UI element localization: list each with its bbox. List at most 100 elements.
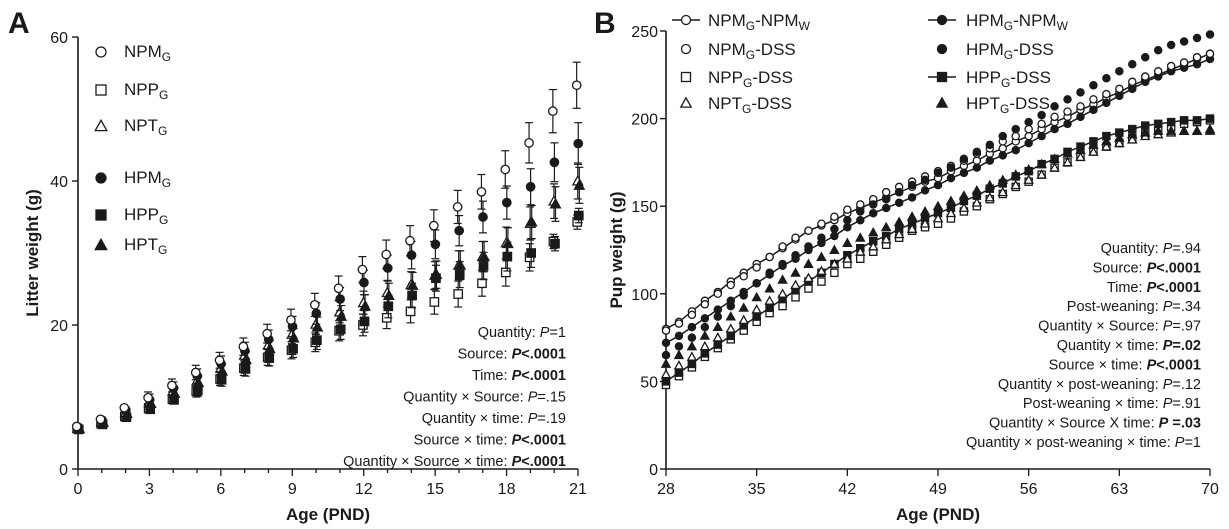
- stat-p-value: <.0001: [1156, 357, 1201, 373]
- stat-line: Quantity: P=.94: [1101, 241, 1201, 257]
- data-point: [1192, 33, 1202, 43]
- data-point: [311, 320, 324, 332]
- data-point: [984, 191, 996, 202]
- data-point: [382, 289, 395, 300]
- legend-label-part: HPP: [966, 68, 1001, 87]
- data-point: [1204, 125, 1216, 135]
- legend-label: NPPG: [124, 80, 168, 102]
- data-point: [738, 314, 749, 325]
- x-tick-label: 3: [145, 481, 154, 498]
- legend-label-part: G: [162, 176, 171, 190]
- data-point: [893, 228, 905, 239]
- data-point: [726, 301, 736, 311]
- data-point: [1063, 107, 1072, 116]
- data-point: [867, 241, 879, 251]
- legend-marker: [680, 43, 692, 55]
- data-point: [1115, 84, 1124, 94]
- stat-p-value: =.91: [1172, 396, 1201, 412]
- stat-label: Quantity × time:: [422, 411, 528, 427]
- legend-label: NPMG-NPMW: [708, 11, 811, 33]
- data-point: [880, 234, 892, 244]
- data-point: [1076, 102, 1085, 111]
- stat-line: Quantity × post-weaning × time: P=1: [966, 435, 1201, 451]
- data-point: [476, 186, 487, 197]
- data-point: [1102, 89, 1111, 99]
- data-point: [804, 226, 813, 235]
- data-point: [1024, 131, 1033, 141]
- legend-label: HPPG-DSS: [966, 68, 1051, 90]
- data-point: [1127, 128, 1138, 139]
- data-point: [765, 268, 774, 278]
- data-point: [1205, 49, 1215, 59]
- series-7: [660, 125, 1216, 368]
- data-point: [764, 283, 775, 293]
- data-point: [405, 306, 416, 317]
- data-point: [1089, 81, 1098, 90]
- data-point: [382, 263, 393, 273]
- legend-label: NPMG: [124, 42, 171, 64]
- data-point: [972, 147, 982, 157]
- data-point: [1153, 67, 1163, 76]
- stat-p: P: [1147, 260, 1157, 276]
- data-point: [972, 163, 982, 172]
- legend-label: NPPG-DSS: [708, 68, 793, 90]
- legend-marker: [936, 71, 948, 83]
- data-point: [452, 202, 463, 212]
- data-point: [843, 222, 852, 232]
- stat-label: Quantity:: [478, 325, 540, 341]
- stat-p: P: [1163, 338, 1173, 354]
- data-point: [725, 323, 737, 333]
- data-point: [1102, 74, 1111, 83]
- data-point: [143, 392, 153, 403]
- data-point: [453, 289, 464, 299]
- panel-label-a: A: [8, 7, 30, 40]
- data-point: [454, 259, 467, 270]
- data-point: [1089, 105, 1098, 115]
- data-point: [1140, 53, 1150, 62]
- data-point: [1076, 88, 1085, 97]
- data-point: [843, 215, 852, 225]
- data-point: [1192, 53, 1202, 62]
- data-point: [573, 179, 586, 190]
- data-point: [1179, 116, 1189, 125]
- data-point: [477, 278, 487, 289]
- data-point: [1152, 125, 1164, 135]
- stat-line: Quantity × post-weaning: P=.12: [998, 377, 1201, 393]
- data-point: [1127, 134, 1138, 144]
- stat-line: Quantity × Source: P=.15: [403, 390, 566, 406]
- legend-label: NPMG-DSS: [708, 40, 796, 62]
- data-point: [1166, 117, 1176, 127]
- data-point: [333, 283, 344, 294]
- data-point: [817, 219, 826, 228]
- legend-marker: [95, 46, 107, 58]
- legend-label: HPPG: [124, 205, 168, 227]
- data-point: [855, 246, 866, 256]
- legend-label-part: G: [742, 102, 751, 116]
- data-point: [764, 295, 775, 305]
- legend-marker: [95, 84, 107, 96]
- data-point: [381, 249, 392, 260]
- legend-label-part: -DSS: [1010, 68, 1051, 87]
- data-point: [842, 237, 853, 247]
- data-point: [1114, 137, 1125, 148]
- data-point: [1140, 72, 1150, 81]
- data-point: [713, 312, 723, 321]
- stat-label: Quantity × Source × time:: [343, 454, 511, 470]
- stat-p: P: [1163, 319, 1173, 335]
- data-point: [932, 212, 944, 223]
- data-point: [1076, 112, 1085, 122]
- stat-label: Quantity:: [1101, 241, 1163, 257]
- legend-label: NPTG: [124, 116, 167, 138]
- data-point: [933, 168, 943, 178]
- data-point: [1115, 91, 1124, 101]
- data-point: [1037, 119, 1046, 129]
- data-point: [549, 157, 560, 168]
- legend-label-part: -NPM: [755, 11, 798, 30]
- legend-label-part: G: [1004, 48, 1013, 62]
- data-point: [880, 221, 892, 232]
- y-tick-label: 40: [50, 174, 68, 191]
- data-point: [1191, 125, 1203, 135]
- y-tick-label: 100: [631, 287, 658, 304]
- data-point: [791, 251, 800, 260]
